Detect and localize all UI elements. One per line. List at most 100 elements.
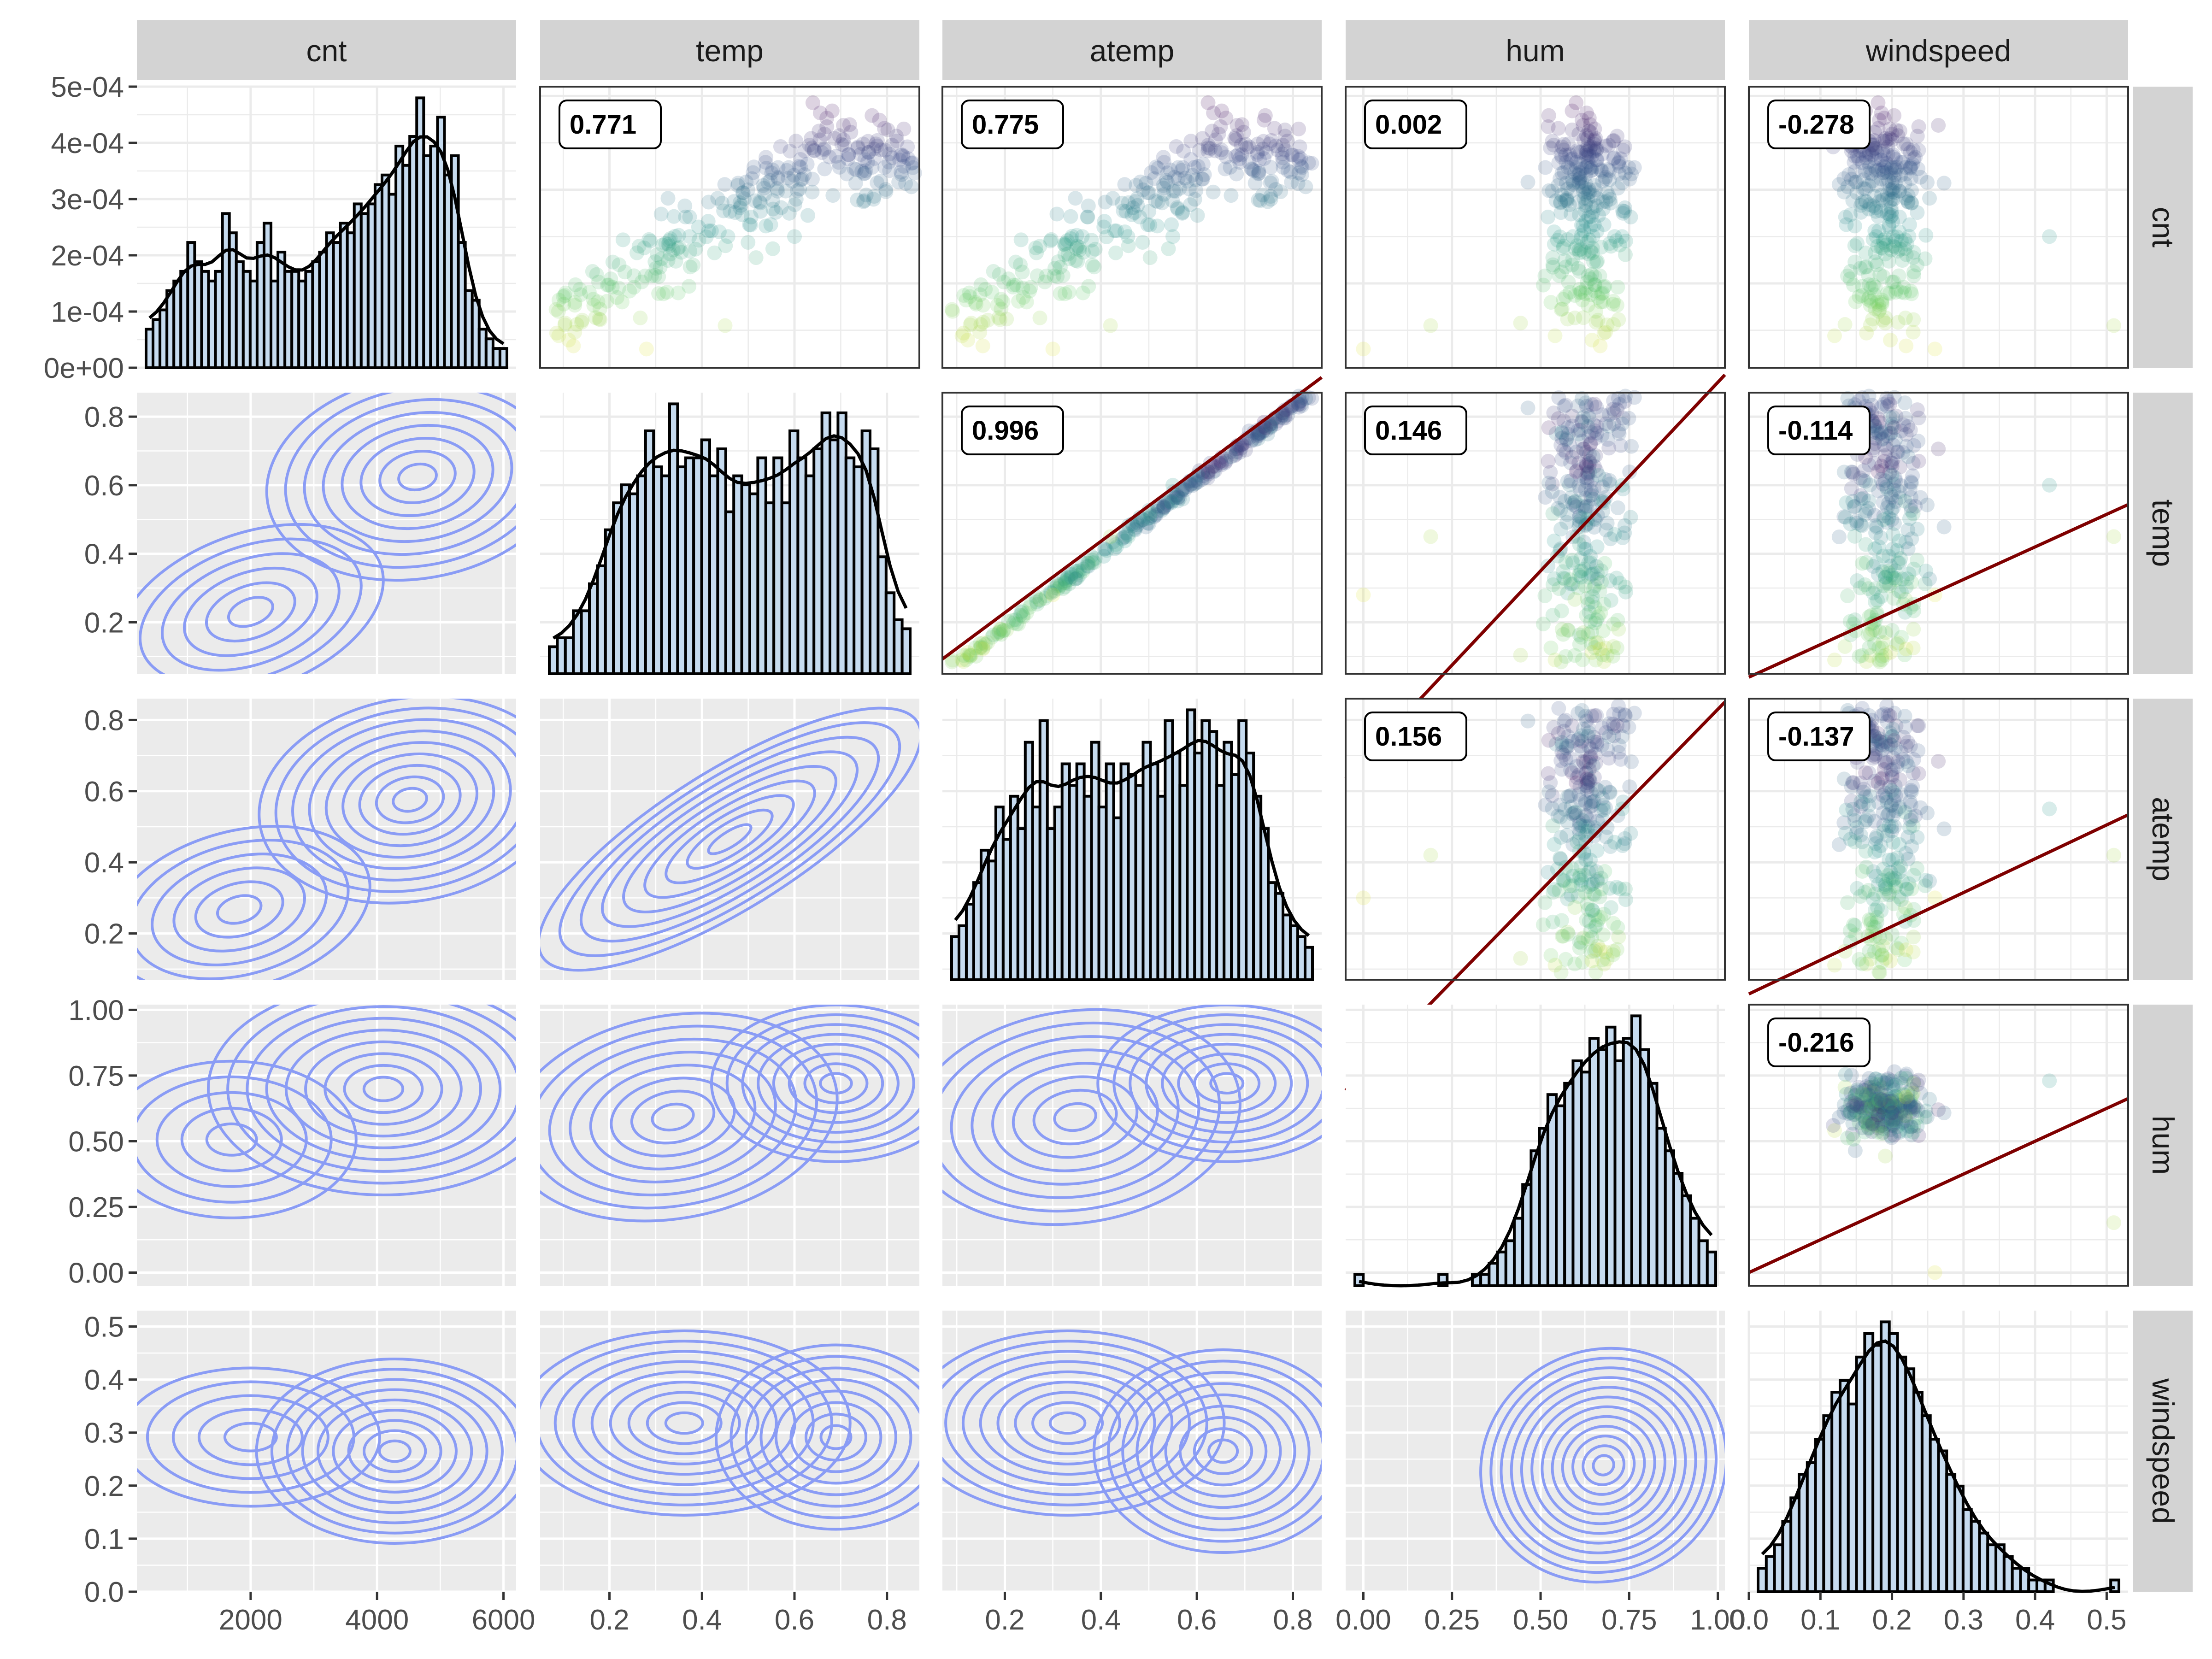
scatter-point (1884, 416, 1900, 431)
scatter-point (1871, 1096, 1886, 1111)
scatter-point (1253, 193, 1268, 208)
scatter-point (994, 292, 1009, 307)
scatter-point (1902, 1100, 1918, 1116)
scatter-point (1862, 160, 1877, 175)
contour-1-ring (301, 1388, 488, 1514)
contour-1-ring (729, 1355, 919, 1519)
scatter-point (1562, 788, 1577, 804)
scatter-point (1170, 201, 1185, 217)
scatter-point (836, 118, 851, 133)
scatter-point (1864, 166, 1879, 182)
scatter-point (763, 173, 778, 188)
scatter-point (1554, 425, 1570, 441)
scatter-point (1867, 301, 1883, 317)
scatter-point (1854, 288, 1870, 303)
scatter-point (1888, 803, 1903, 818)
scatter-point (1589, 425, 1605, 441)
scatter-point (648, 261, 664, 276)
scatter-point (1591, 912, 1606, 927)
contour-1-ring (341, 752, 478, 847)
scatter-point (1840, 391, 1855, 406)
scatter-point (1276, 160, 1291, 175)
contour-1-ring (789, 1401, 882, 1473)
scatter-point (1610, 920, 1625, 935)
scatter-point (1890, 942, 1906, 957)
scatter-point (1866, 198, 1881, 213)
scatter-point (1611, 154, 1626, 170)
scatter-point (568, 277, 583, 292)
scatter-point (1874, 425, 1889, 441)
scatter-point (1890, 754, 1906, 770)
scatter-point (1922, 571, 1937, 587)
scatter-point (1899, 247, 1914, 262)
scatter-point (1588, 747, 1603, 762)
scatter-point (1559, 432, 1574, 447)
scatter-point (1903, 161, 1918, 176)
scatter-point (1609, 571, 1624, 586)
scatter-point (1547, 571, 1562, 586)
scatter-point (1888, 571, 1903, 586)
scatter-point (1586, 417, 1601, 432)
scatter-point (1882, 1111, 1897, 1126)
scatter-point (1584, 953, 1600, 969)
scatter-point (984, 629, 1000, 645)
scatter-point (1606, 617, 1621, 632)
scatter-point (1845, 494, 1860, 509)
scatter-point (986, 264, 1001, 279)
scatter-point (1885, 835, 1900, 850)
scatter-point (1185, 168, 1200, 183)
scatter-point (1117, 177, 1132, 192)
scatter-point (1203, 456, 1218, 471)
scatter-point (1877, 1096, 1893, 1111)
scatter-point (1911, 1072, 1926, 1088)
scatter-point (1897, 805, 1912, 820)
scatter-point (1884, 1093, 1900, 1108)
scatter-point (1886, 808, 1901, 823)
scatter-point (1888, 494, 1903, 509)
contours (540, 1005, 919, 1223)
scatter-point (1844, 481, 1859, 496)
contour-0-ring (205, 581, 296, 643)
scatter-point (1581, 268, 1596, 283)
scatter-point (1563, 763, 1578, 778)
scatter-point (1214, 457, 1229, 472)
scatter-point (1590, 191, 1605, 206)
scatter-point (1206, 184, 1221, 200)
scatter-point (1880, 191, 1895, 206)
scatter-point (1252, 152, 1267, 167)
scatter-point (1869, 732, 1884, 747)
scatter-point (1881, 707, 1896, 723)
scatter-point (1876, 818, 1891, 833)
scatter-point (1884, 797, 1899, 812)
scatter-point (1866, 1093, 1881, 1108)
scatter-point (1610, 612, 1625, 628)
scatter-point (1900, 1124, 1915, 1139)
contour-0-ring (1031, 1401, 1104, 1445)
scatter-point (1892, 533, 1907, 548)
scatter-point (1576, 118, 1591, 133)
scatter-point (1545, 818, 1560, 833)
y-tick-label-temp: 0.4 (84, 539, 124, 571)
scatter-point (1859, 503, 1874, 518)
scatter-point (1234, 138, 1249, 153)
scatter-point (1569, 759, 1584, 774)
scatter-point (1105, 535, 1120, 550)
scatter-point (1861, 808, 1876, 824)
scatter-point (1572, 285, 1588, 300)
scatter-point (896, 121, 912, 136)
scatter-point (1847, 499, 1862, 514)
scatter-point (1863, 1080, 1878, 1095)
strip-label-top-cnt: cnt (306, 34, 347, 68)
scatter-point (1868, 1071, 1883, 1086)
scatter-point (1886, 872, 1901, 888)
scatter-point (1590, 253, 1605, 269)
scatter-point (1585, 798, 1600, 813)
scatter-point (800, 208, 815, 223)
scatter-point (1585, 903, 1600, 918)
scatter-point (1560, 623, 1575, 638)
scatter-point (1571, 580, 1586, 595)
scatter-point (805, 184, 820, 200)
scatter-point (1595, 647, 1610, 663)
scatter-point (1884, 819, 1899, 834)
scatter-point (1896, 280, 1911, 295)
